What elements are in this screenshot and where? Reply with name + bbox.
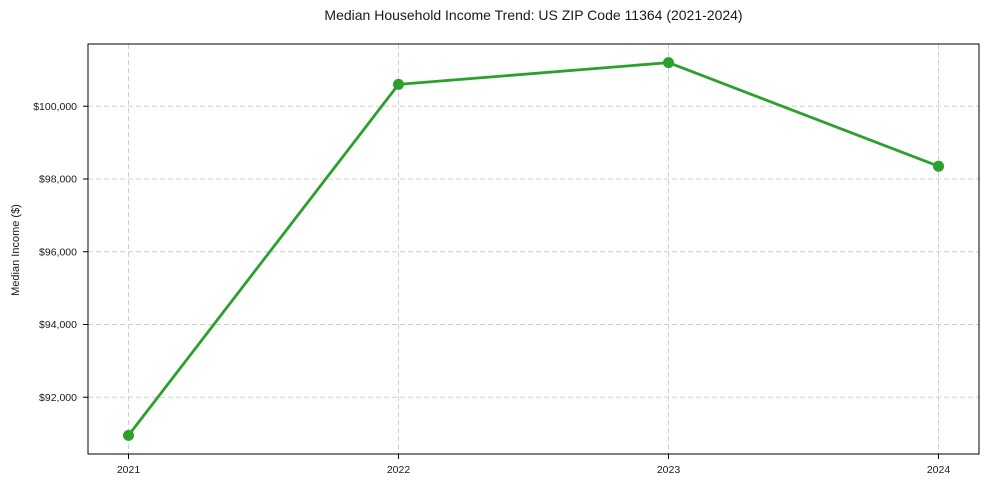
data-point-marker [393,78,404,90]
data-point-marker [663,57,674,69]
y-tick-label: $96,000 [39,246,77,258]
x-tick-label: 2022 [387,464,411,476]
y-tick-label: $100,000 [33,101,77,113]
x-tick-label: 2024 [927,464,951,476]
y-tick-label: $94,000 [39,319,77,331]
chart-title: Median Household Income Trend: US ZIP Co… [324,7,743,23]
axes-box [87,43,980,455]
x-tick-label: 2021 [117,464,141,476]
data-point-marker [933,160,944,172]
trend-line [127,61,940,437]
x-tick-label: 2023 [657,464,681,476]
y-tick-label: $98,000 [39,174,77,186]
data-point-marker [123,429,134,441]
y-tick-label: $92,000 [39,392,77,404]
